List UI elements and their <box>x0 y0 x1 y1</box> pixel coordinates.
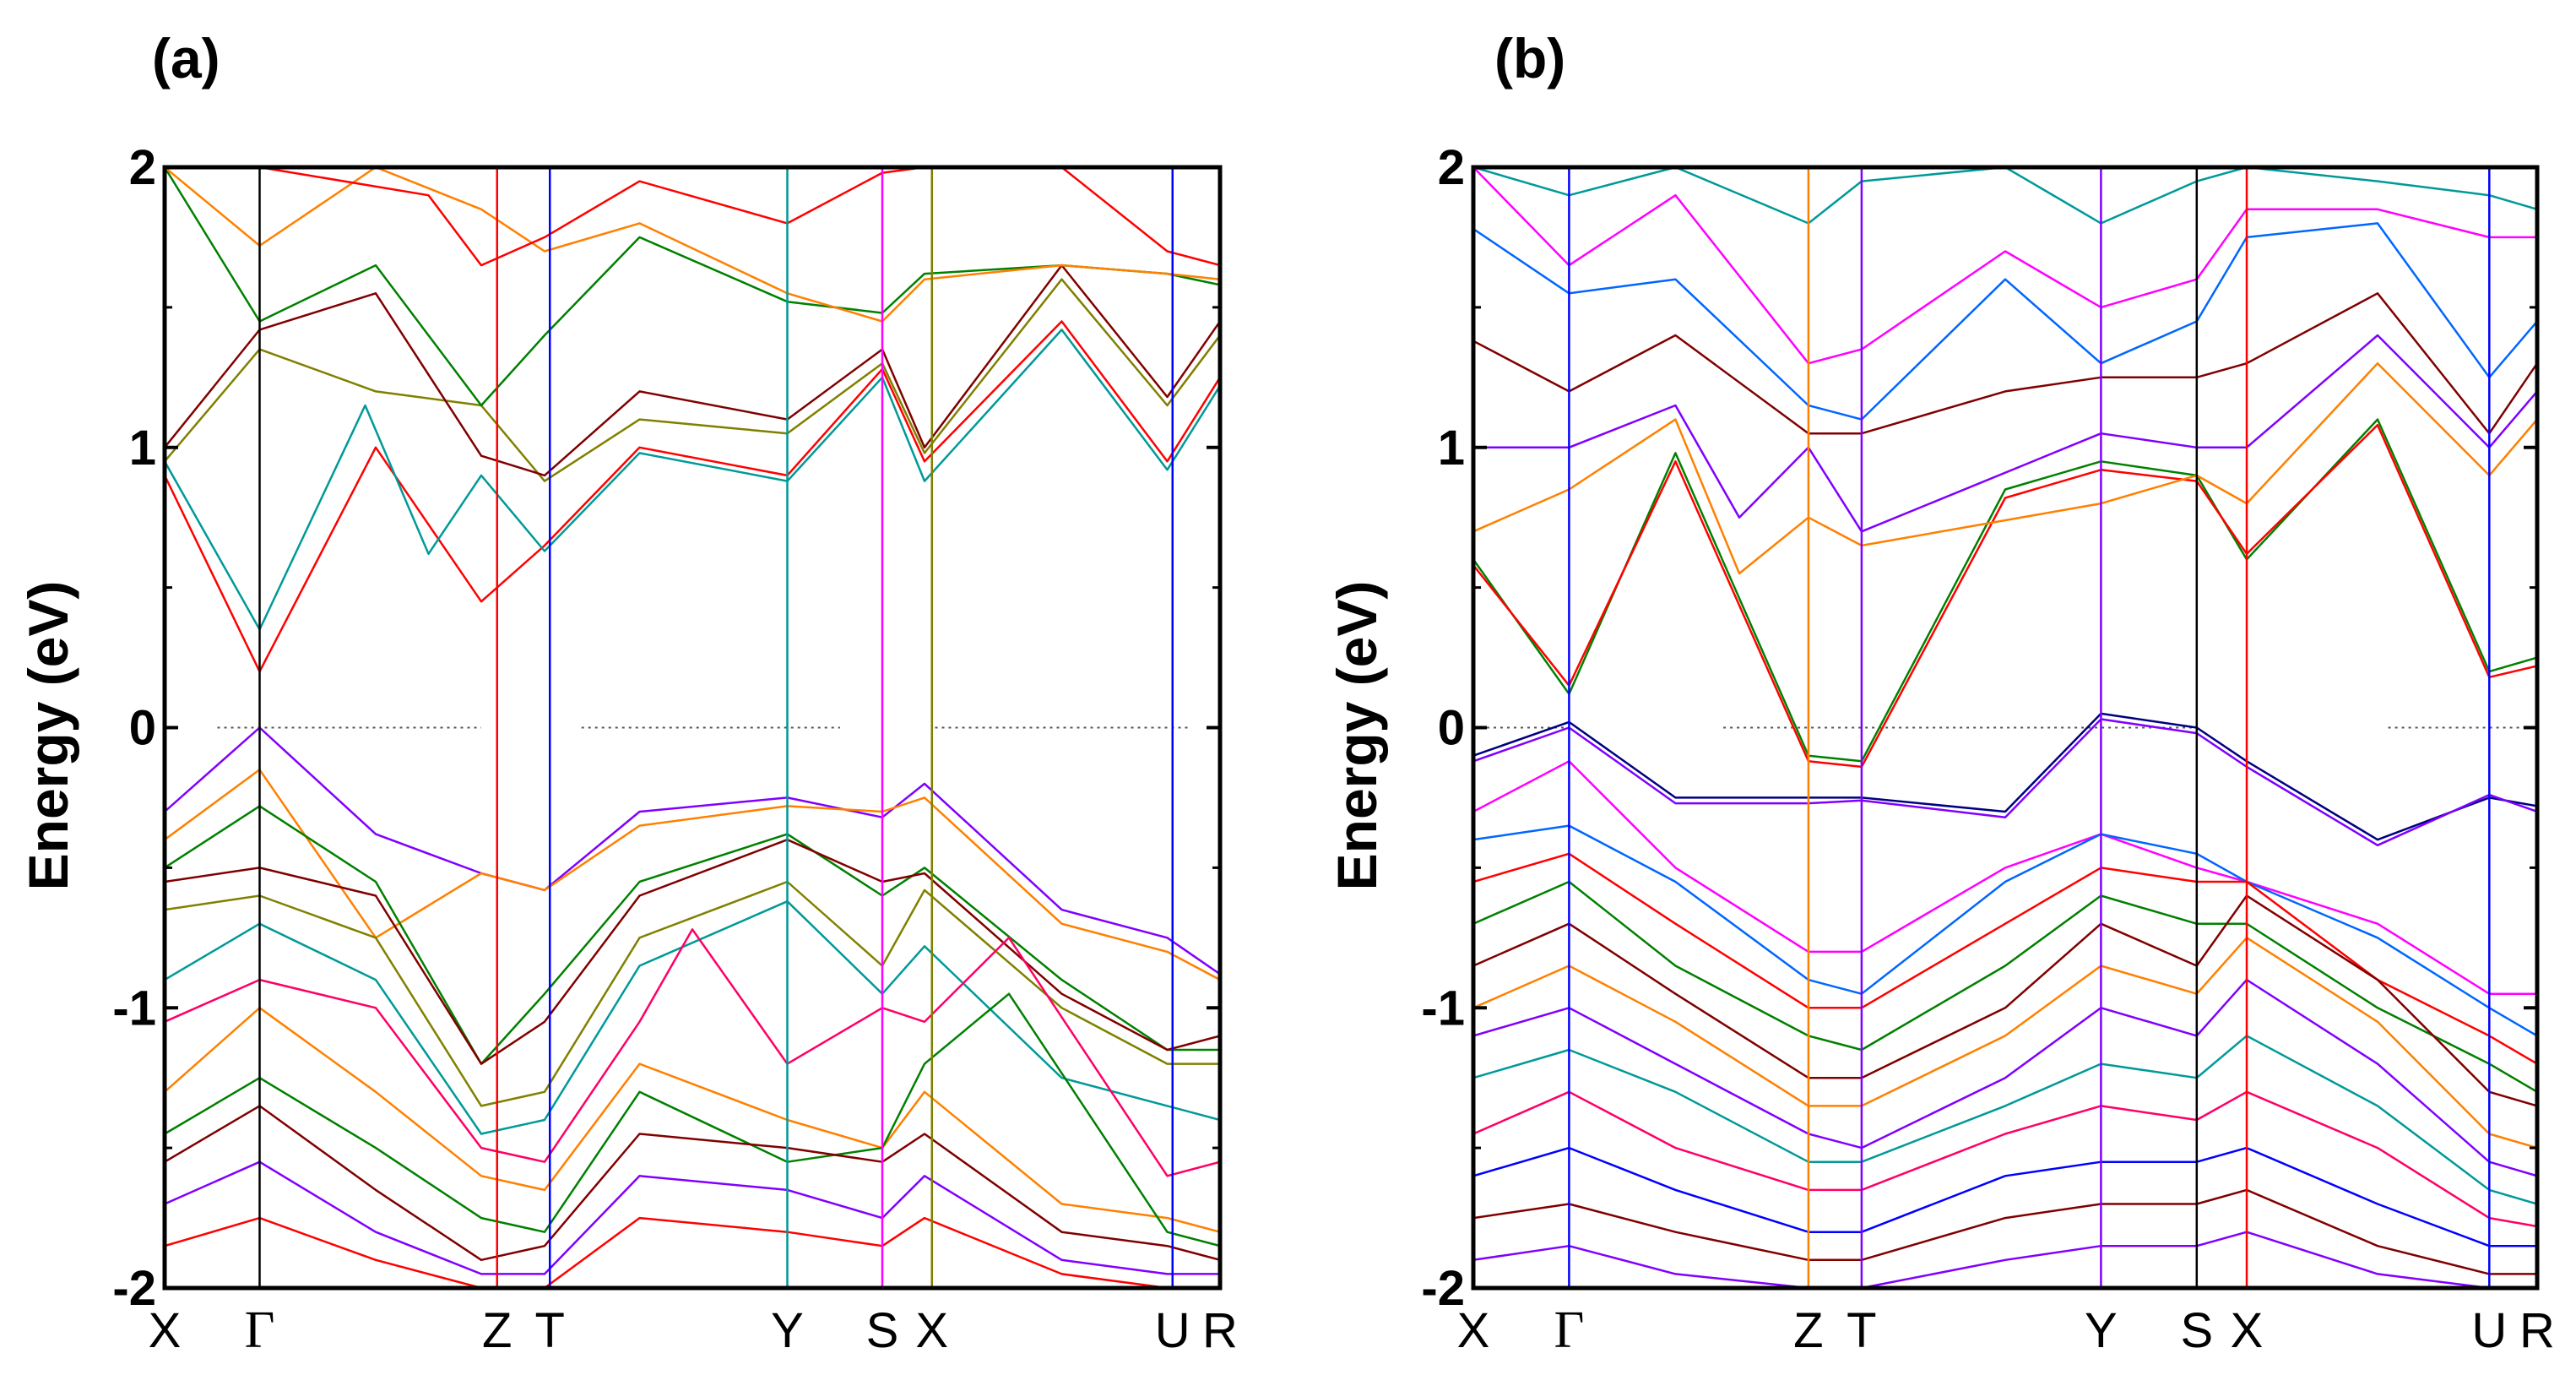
y-tick-label-b-1: 1 <box>1438 421 1465 476</box>
panel-label-a: (a) <box>152 27 220 90</box>
y-tick-label-a-3: -1 <box>112 981 156 1035</box>
kpoint-label-a-4: Y <box>771 1303 804 1358</box>
band-b-v7 <box>1473 894 2537 1107</box>
y-axis-label-a: Energy (eV) <box>17 581 79 891</box>
plot-area-a: 210-1-2X Γ Z T Y S X U R <box>112 140 1238 1359</box>
plot-frame-a <box>162 165 1223 1291</box>
kpoint-label-a-2: Z <box>482 1303 512 1358</box>
band-b-v1 <box>1473 712 2537 841</box>
band-b-c3 <box>1473 361 2537 575</box>
band-a-v5 <box>165 880 1220 1107</box>
band-b-c7 <box>1473 167 2537 365</box>
band-a-c2 <box>165 329 1220 631</box>
y-tick-label-a-4: -2 <box>112 1261 156 1316</box>
panel-a: (a) Energy (eV) 210-1-2X Γ Z T Y S X U R <box>17 27 1238 1359</box>
kpoint-label-b-8: R <box>2519 1303 2555 1358</box>
band-b-c1 <box>1473 418 2537 763</box>
kpoint-label-b-0: X <box>1457 1303 1490 1358</box>
kpoint-label-b-5: S <box>2180 1303 2213 1358</box>
band-b-v14 <box>1473 1231 2537 1288</box>
bands-a <box>165 167 1220 1288</box>
band-a-v3 <box>165 805 1220 1065</box>
band-b-v3 <box>1473 760 2537 995</box>
panel-label-b: (b) <box>1494 27 1565 90</box>
y-axis-label-b: Energy (eV) <box>1326 581 1388 891</box>
kpoint-label-b-7: U <box>2471 1303 2507 1358</box>
band-b-v5 <box>1473 852 2537 1065</box>
band-b-c2 <box>1473 423 2537 769</box>
kpoint-label-a-3: T <box>535 1303 565 1358</box>
panel-b: (b) Energy (eV) 210-1-2X Γ Z T Y S X U R <box>1326 27 2555 1359</box>
kpoint-label-b-2: Z <box>1793 1303 1823 1358</box>
band-b-v9 <box>1473 978 2537 1177</box>
kpoint-label-b-6: X <box>2231 1303 2264 1358</box>
y-tick-label-b-3: -1 <box>1421 981 1465 1035</box>
band-b-c6 <box>1473 222 2537 421</box>
kpoint-label-a-5: S <box>866 1303 899 1358</box>
band-a-v4 <box>165 838 1220 1065</box>
y-tick-label-b-4: -2 <box>1421 1261 1465 1316</box>
kpoint-label-a-0: X <box>149 1303 182 1358</box>
kpoint-label-b-1: Γ <box>1554 1302 1584 1359</box>
y-tick-label-a-0: 2 <box>129 140 156 195</box>
band-a-v11 <box>165 1160 1220 1275</box>
band-b-c8 <box>1473 167 2537 225</box>
y-tick-label-a-1: 1 <box>129 421 156 476</box>
band-b-v8 <box>1473 937 2537 1149</box>
band-a-c3 <box>165 278 1220 482</box>
kpoint-label-a-7: U <box>1155 1303 1190 1358</box>
kpoint-label-b-4: Y <box>2085 1303 2118 1358</box>
kpoint-label-a-8: R <box>1202 1303 1238 1358</box>
y-tick-label-a-2: 0 <box>129 701 156 756</box>
y-tick-label-b-2: 0 <box>1438 701 1465 756</box>
band-b-v10 <box>1473 1035 2537 1205</box>
band-a-c7 <box>165 167 1220 267</box>
band-a-v6 <box>165 899 1220 1135</box>
band-a-v1 <box>165 726 1220 976</box>
band-a-v8 <box>165 1007 1220 1233</box>
band-b-v4 <box>1473 824 2537 1037</box>
kpoint-label-a-1: Γ <box>245 1302 275 1359</box>
kpoint-label-a-6: X <box>915 1303 948 1358</box>
band-a-v2 <box>165 769 1220 981</box>
band-b-c5 <box>1473 292 2537 435</box>
band-a-c1 <box>165 320 1220 673</box>
y-tick-label-b-0: 2 <box>1438 140 1465 195</box>
band-a-v7 <box>165 928 1220 1177</box>
band-b-v13 <box>1473 1188 2537 1275</box>
plot-area-b: 210-1-2X Γ Z T Y S X U R <box>1421 140 2555 1359</box>
band-b-v12 <box>1473 1146 2537 1247</box>
kpoint-label-b-3: T <box>1847 1303 1876 1358</box>
band-a-v9 <box>165 992 1220 1247</box>
band-a-v12 <box>165 1216 1220 1288</box>
bands-b <box>1473 167 2537 1288</box>
band-b-v6 <box>1473 880 2537 1093</box>
band-b-v2 <box>1473 718 2537 847</box>
band-b-c4 <box>1473 334 2537 533</box>
band-a-c6 <box>165 167 1220 323</box>
band-b-v11 <box>1473 1090 2537 1228</box>
band-a-c4 <box>165 264 1220 477</box>
band-a-v10 <box>165 1105 1220 1262</box>
